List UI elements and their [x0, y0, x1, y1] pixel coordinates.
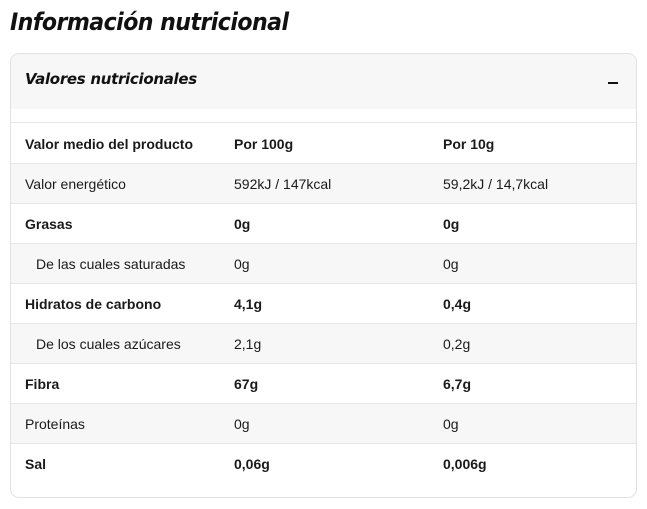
table-row-fat: Grasas 0g 0g — [11, 203, 636, 244]
table-row-saturated-fat: De las cuales saturadas 0g 0g — [11, 243, 636, 284]
row-value-per-100g: 592kJ / 147kcal — [234, 163, 443, 204]
page-title: Información nutricional — [10, 8, 289, 36]
nutrition-table: Valor medio del producto Por 100g Por 10… — [11, 124, 636, 484]
row-label: Fibra — [11, 363, 234, 404]
row-label: Sal — [25, 455, 47, 472]
row-value-per-10g: 0g — [443, 403, 636, 444]
row-value-per-100g: 0g — [234, 203, 443, 244]
row-value-per-10g: 0,4g — [443, 283, 636, 324]
column-header-per-100g: Por 100g — [234, 124, 443, 164]
row-label: De las cuales saturadas — [11, 243, 234, 284]
table-row-sugars: De los cuales azúcares 2,1g 0,2g — [11, 323, 636, 364]
row-label: Grasas — [11, 203, 234, 244]
table-row-protein: Proteínas 0g 0g — [11, 403, 636, 444]
divider — [11, 122, 636, 123]
row-value-per-10g: 0g — [443, 203, 636, 244]
column-header-product: Valor medio del producto — [11, 124, 234, 164]
row-value-per-100g: 0g — [234, 403, 443, 444]
row-value-per-10g: 0,006g — [443, 455, 487, 472]
table-row-fiber: Fibra 67g 6,7g — [11, 363, 636, 404]
row-label: Valor energético — [11, 163, 234, 204]
accordion-header[interactable]: Valores nutricionales — [11, 54, 636, 109]
row-value-per-10g: 6,7g — [443, 363, 636, 404]
row-value-per-100g: 67g — [234, 363, 443, 404]
row-value-per-10g: 0,2g — [443, 323, 636, 364]
table-header-row: Valor medio del producto Por 100g Por 10… — [11, 124, 636, 164]
row-label: Hidratos de carbono — [11, 283, 234, 324]
accordion-title: Valores nutricionales — [25, 70, 197, 88]
row-value-per-100g: 0g — [234, 243, 443, 284]
nutrition-accordion: Valores nutricionales Valor medio del pr… — [10, 53, 637, 498]
column-header-per-10g: Por 10g — [443, 124, 636, 164]
table-row-energy: Valor energético 592kJ / 147kcal 59,2kJ … — [11, 163, 636, 204]
row-label: De los cuales azúcares — [11, 323, 234, 364]
row-value-per-100g: 4,1g — [234, 283, 443, 324]
row-value-per-100g: 2,1g — [234, 323, 443, 364]
minus-icon[interactable] — [608, 82, 618, 84]
row-value-per-10g: 0g — [443, 243, 636, 284]
row-value-per-10g: 59,2kJ / 14,7kcal — [443, 163, 636, 204]
table-row-salt: Sal 0,06g 0,006g — [11, 444, 636, 484]
row-label: Proteínas — [11, 403, 234, 444]
table-row-carbohydrates: Hidratos de carbono 4,1g 0,4g — [11, 283, 636, 324]
row-value-per-100g: 0,06g — [234, 455, 270, 472]
